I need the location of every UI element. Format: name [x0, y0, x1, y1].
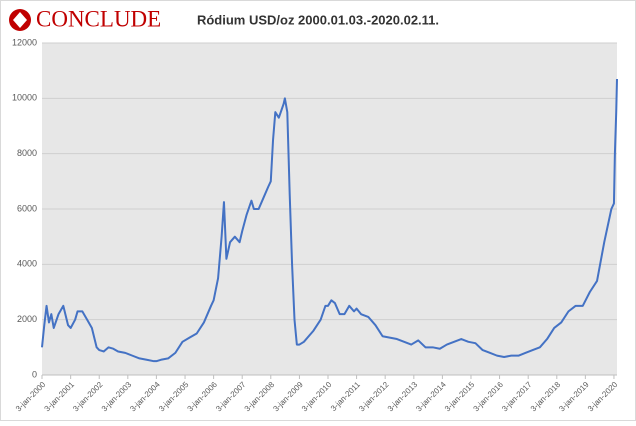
- price-line: [41, 78, 618, 363]
- logo: CONCLUDE: [36, 6, 161, 31]
- y-tick-label: 10000: [12, 93, 37, 103]
- y-tick-label: 0: [32, 369, 37, 379]
- y-tick-label: 12000: [12, 37, 37, 47]
- chart-title: Ródium USD/oz 2000.01.03.-2020.02.11.: [197, 12, 439, 27]
- y-tick-label: 4000: [17, 259, 37, 269]
- y-tick-label: 6000: [17, 203, 37, 213]
- y-tick-label: 2000: [17, 314, 37, 324]
- logo-icon: [9, 9, 31, 31]
- y-tick-label: 8000: [17, 148, 37, 158]
